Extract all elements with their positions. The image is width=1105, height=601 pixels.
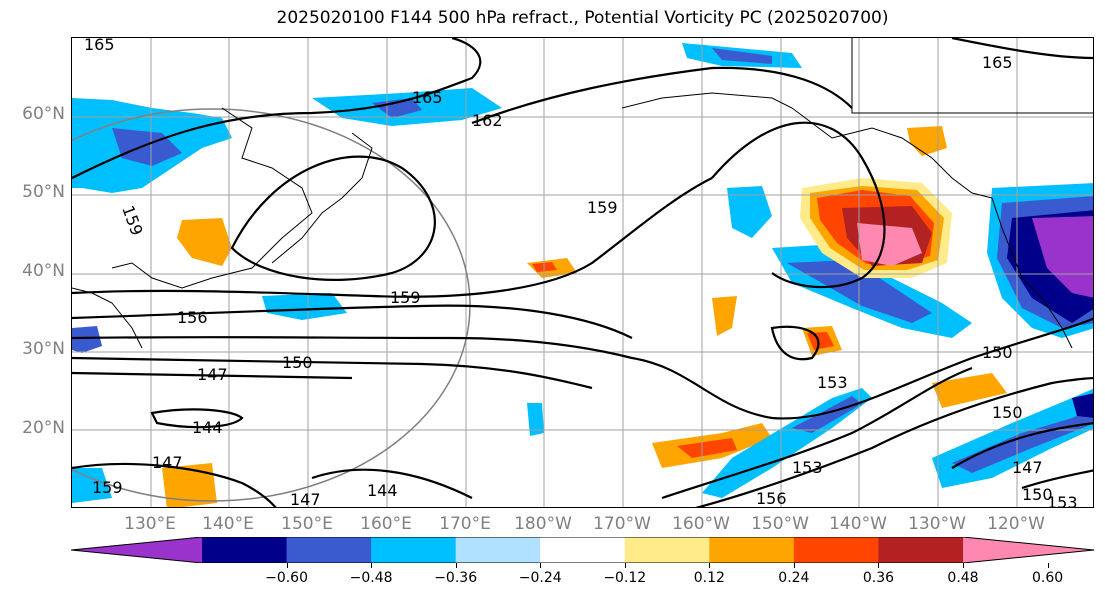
colorbar-tick [371, 563, 373, 568]
colorbar-tick [793, 563, 795, 568]
colorbar-tick [624, 563, 626, 568]
colorbar-tick [286, 563, 288, 568]
lon-label: 170°E [439, 514, 491, 534]
colorbar-tick-label: −0.60 [265, 570, 308, 586]
contour-label: 153 [817, 373, 848, 392]
lat-label: 60°N [22, 104, 65, 124]
colorbar-segment [371, 537, 457, 563]
contour-label: 144 [192, 418, 223, 437]
colorbar-segment [286, 537, 372, 563]
contour-label: 147 [290, 490, 321, 508]
colorbar-tick-label: 0.36 [862, 570, 895, 586]
lon-label: 180°W [514, 514, 572, 534]
colorbar-segment [878, 537, 964, 563]
colorbar-tick-label: 0.12 [693, 570, 725, 586]
contour-label: 153 [1047, 493, 1078, 508]
contour-label: 165 [84, 38, 115, 54]
colorbar-segment [202, 537, 288, 563]
contour-label: 165 [412, 88, 443, 107]
colorbar-tick [878, 563, 880, 568]
lat-label: 30°N [22, 339, 65, 359]
lon-label: 140°W [829, 514, 887, 534]
colorbar-tick [709, 563, 711, 568]
colorbar-segment [709, 537, 795, 563]
colorbar-tick-label: −0.48 [349, 570, 393, 586]
colorbar [70, 536, 1095, 564]
contour-label: 147 [197, 365, 228, 384]
contour-label: 159 [587, 198, 618, 217]
colorbar-segment [793, 537, 879, 563]
colorbar-segment [963, 537, 1094, 563]
contour-label: 150 [1022, 485, 1053, 504]
colorbar-tick-label: −0.36 [434, 570, 478, 586]
contour-label: 144 [367, 481, 398, 500]
colorbar-segment [540, 537, 626, 563]
contour-label: 159 [92, 478, 123, 497]
colorbar-tick [1047, 563, 1049, 568]
colorbar-tick [455, 563, 457, 568]
coastlines [72, 38, 1093, 349]
contour-label: 153 [792, 458, 823, 477]
lat-label: 20°N [22, 418, 65, 438]
colorbar-tick-label: 0.60 [1031, 570, 1064, 586]
height-contours [72, 38, 1093, 507]
lon-label: 130°W [908, 514, 966, 534]
map-title: 2025020100 F144 500 hPa refract., Potent… [276, 8, 889, 28]
contour-label: 150 [282, 353, 313, 372]
colorbar-tick-label: −0.24 [518, 570, 562, 586]
lon-label: 160°W [672, 514, 730, 534]
colorbar-segment [624, 537, 710, 563]
contour-label: 165 [982, 53, 1013, 72]
contour-label: 156 [177, 308, 208, 327]
lon-label: 140°E [202, 514, 254, 534]
lon-label: 120°W [987, 514, 1045, 534]
contour-label: 150 [982, 343, 1013, 362]
contour-labels: 165 165 165 162 159 159 159 156 153 153 … [84, 38, 1078, 508]
pv-fill-layer [72, 43, 1093, 507]
contour-label: 150 [992, 403, 1023, 422]
lat-label: 40°N [22, 261, 65, 281]
contour-label: 147 [1012, 458, 1043, 477]
map-panel: 165 165 165 162 159 159 159 156 153 153 … [71, 37, 1094, 508]
contour-label: 159 [118, 203, 146, 238]
colorbar-tick [963, 563, 964, 568]
colorbar-tick-label: 0.24 [778, 570, 810, 586]
lon-label: 160°E [360, 514, 412, 534]
lon-label: 170°W [593, 514, 651, 534]
contour-label: 159 [390, 288, 421, 307]
colorbar-tick-label: −0.12 [603, 570, 647, 586]
map-canvas: 165 165 165 162 159 159 159 156 153 153 … [72, 38, 1093, 508]
colorbar-tick-label: 0.48 [947, 570, 979, 586]
lon-label: 130°E [124, 514, 176, 534]
colorbar-tick [540, 563, 542, 568]
colorbar-segment [71, 537, 202, 563]
colorbar-segment [455, 537, 541, 563]
lon-label: 150°W [751, 514, 809, 534]
lat-label: 50°N [22, 182, 65, 202]
graticule [72, 38, 1093, 507]
colorbar-svg [70, 536, 1095, 564]
contour-label: 162 [472, 111, 503, 130]
contour-label: 147 [152, 453, 183, 472]
lon-label: 150°E [281, 514, 333, 534]
contour-label: 156 [756, 489, 787, 508]
